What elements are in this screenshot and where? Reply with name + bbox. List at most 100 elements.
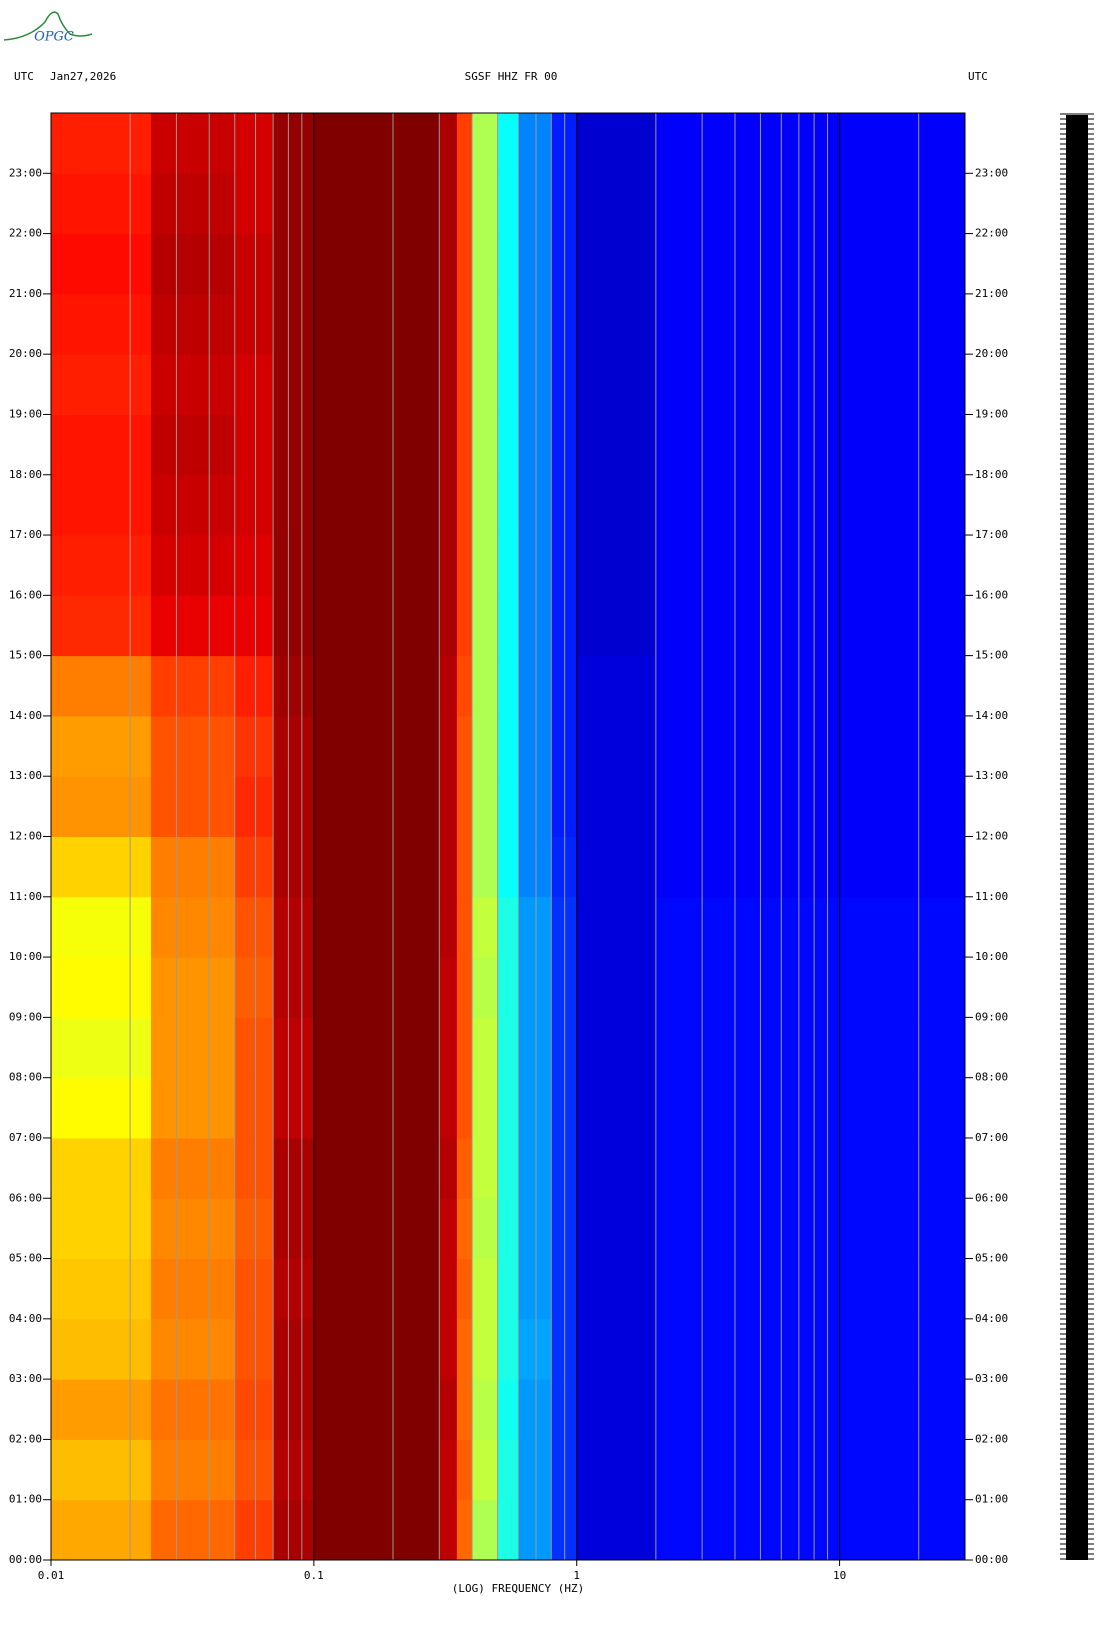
x-tick-label: 10 [833,1569,846,1582]
spectrogram-cell [576,655,657,717]
spectrogram-cell [472,474,499,536]
spectrogram-cell [313,1439,440,1501]
y-tick-label: 07:00 [9,1131,42,1144]
spectrogram-cell [497,113,519,174]
spectrogram-cell [655,1258,966,1320]
spectrogram-cell [234,293,274,355]
y-tick-label: 15:00 [9,649,42,662]
spectrogram-cell [655,1137,966,1199]
spectrogram-cell [150,595,236,657]
y-tick-label-right: 15:00 [975,649,1008,662]
spectrogram-cell [576,173,657,235]
spectrogram-cell [234,896,274,958]
spectrogram-cell [576,1077,657,1139]
spectrogram-cell [497,896,519,958]
spectrogram-cell [150,896,236,958]
spectrogram-cell [497,1439,519,1501]
spectrogram-cell [497,1318,519,1380]
spectrogram-cell [456,233,473,295]
spectrogram-cell [456,776,473,837]
spectrogram-cell [313,595,440,657]
spectrogram-cell [456,896,473,958]
spectrogram-cell [518,776,552,837]
spectrogram-cell [576,1258,657,1320]
spectrogram-cell [234,1499,274,1561]
spectrogram-cell [576,1017,657,1079]
spectrogram-cell [439,957,458,1018]
y-tick-label-right: 13:00 [975,769,1008,782]
spectrogram-cell [439,1137,458,1199]
spectrogram-cell [439,776,458,837]
spectrogram-cell [273,1499,315,1561]
y-tick-label-right: 08:00 [975,1071,1008,1084]
spectrogram-cell [472,1137,499,1199]
spectrogram-cell [313,293,440,355]
y-tick-label-right: 10:00 [975,950,1008,963]
spectrogram-cell [51,113,152,174]
spectrogram-cell [273,1017,315,1079]
spectrogram-cell [313,113,440,174]
y-tick-label-right: 22:00 [975,227,1008,240]
x-tick-label: 0.1 [304,1569,324,1582]
spectrogram-cell [150,1318,236,1380]
spectrogram-cell [234,1198,274,1260]
spectrogram-cell [456,535,473,596]
spectrogram-cell [518,414,552,476]
spectrogram-cell [439,1318,458,1380]
spectrogram-cell [472,535,499,596]
spectrogram-cell [273,535,315,596]
spectrogram-cell [456,113,473,174]
spectrogram-cell [273,1258,315,1320]
spectrogram-cell [655,1499,966,1561]
spectrogram-cell [234,1017,274,1079]
spectrogram-cell [576,776,657,837]
spectrogram-cell [234,474,274,536]
y-tick-label: 18:00 [9,468,42,481]
spectrogram-cell [472,1017,499,1079]
spectrogram-cell [497,233,519,295]
spectrogram-cell [518,1318,552,1380]
spectrogram-cell [150,474,236,536]
y-tick-label-right: 06:00 [975,1191,1008,1204]
spectrogram-cell [51,715,152,777]
spectrogram-cell [456,354,473,415]
spectrogram-cell [150,1077,236,1139]
spectrogram-cell [439,836,458,898]
spectrogram-cell [313,1198,440,1260]
spectrogram-cell [150,535,236,596]
spectrogram-cell [472,1258,499,1320]
spectrogram-cell [655,957,966,1018]
y-tick-label: 20:00 [9,347,42,360]
spectrogram-cell [497,1077,519,1139]
y-tick-label-right: 14:00 [975,709,1008,722]
spectrogram-cell [497,1499,519,1561]
spectrogram-cell [472,957,499,1018]
spectrogram-cell [313,535,440,596]
spectrogram-cell [51,1137,152,1199]
spectrogram-cell [234,776,274,837]
spectrogram-cell [576,1137,657,1199]
y-tick-label: 13:00 [9,769,42,782]
spectrogram-cell [497,836,519,898]
spectrogram-cell [150,776,236,837]
y-tick-label-right: 16:00 [975,588,1008,601]
spectrogram-cell [439,113,458,174]
y-tick-label-right: 05:00 [975,1252,1008,1265]
spectrogram-cell [497,1379,519,1440]
spectrogram-cell [576,595,657,657]
spectrogram-cell [234,715,274,777]
spectrogram-cell [472,414,499,476]
spectrogram-cell [439,655,458,717]
spectrogram-cell [472,293,499,355]
spectrogram-cell [313,233,440,295]
spectrogram-cell [576,896,657,958]
spectrogram-cell [518,1137,552,1199]
y-tick-label: 09:00 [9,1010,42,1023]
spectrogram-cell [472,1318,499,1380]
y-tick-label-right: 23:00 [975,166,1008,179]
spectrogram-cell [439,715,458,777]
spectrogram-cell [497,1258,519,1320]
y-tick-label: 04:00 [9,1312,42,1325]
spectrogram-cell [51,836,152,898]
spectrogram-cell [51,535,152,596]
